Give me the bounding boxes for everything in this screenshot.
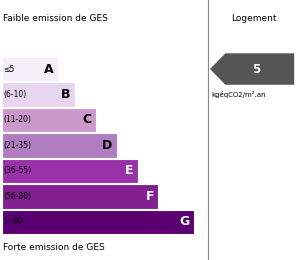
Text: B: B bbox=[61, 88, 70, 101]
Text: (21-35): (21-35) bbox=[4, 141, 32, 150]
Bar bbox=[2, 210, 194, 234]
Text: G: G bbox=[179, 215, 189, 228]
Bar bbox=[2, 82, 75, 107]
Text: 5: 5 bbox=[252, 62, 260, 75]
Text: kgéqCO2/m².an: kgéqCO2/m².an bbox=[212, 91, 266, 98]
Polygon shape bbox=[210, 53, 294, 85]
Text: C: C bbox=[82, 113, 92, 127]
Text: (11-20): (11-20) bbox=[4, 115, 32, 125]
Text: E: E bbox=[124, 164, 133, 177]
Text: Forte emission de GES: Forte emission de GES bbox=[3, 243, 105, 252]
Text: ≤5: ≤5 bbox=[4, 64, 15, 74]
Bar bbox=[2, 133, 117, 158]
Text: (56-80): (56-80) bbox=[4, 192, 32, 201]
Bar bbox=[2, 159, 138, 183]
Text: F: F bbox=[146, 190, 154, 203]
Text: > 80: > 80 bbox=[4, 217, 22, 226]
Text: A: A bbox=[44, 62, 54, 75]
Text: (36-55): (36-55) bbox=[4, 166, 32, 176]
Text: (6-10): (6-10) bbox=[4, 90, 27, 99]
Bar bbox=[2, 57, 58, 81]
Text: Logement: Logement bbox=[232, 14, 277, 23]
Bar bbox=[2, 184, 158, 209]
Text: D: D bbox=[102, 139, 112, 152]
Text: Faible emission de GES: Faible emission de GES bbox=[3, 14, 108, 23]
Bar bbox=[2, 108, 96, 132]
